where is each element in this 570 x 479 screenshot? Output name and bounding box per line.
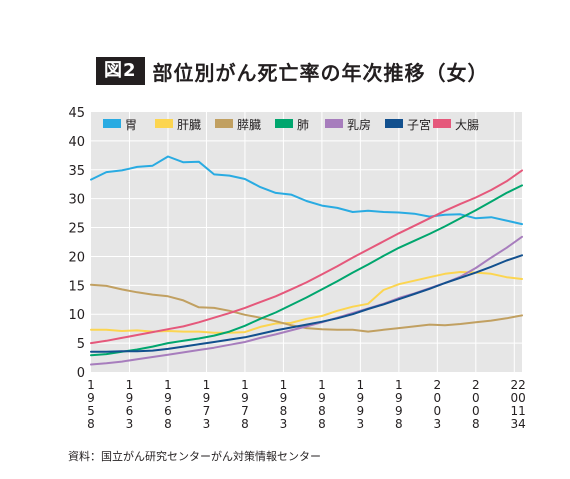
series-line-liver: [90, 271, 523, 334]
y-axis-tick-labels: 0 5 10 15 20 25 30 35 40 45: [68, 106, 85, 381]
legend-label-gastric: 胃: [125, 118, 137, 132]
legend: 胃 肝臓 膵臓 肺 乳房 子宮 大腸: [103, 117, 479, 132]
legend-swatch-lung: [275, 119, 293, 128]
y-tick-label: 45: [68, 106, 85, 121]
legend-label-breast: 乳房: [347, 117, 371, 132]
y-tick-label: 15: [68, 279, 85, 294]
legend-swatch-gastric: [103, 119, 121, 128]
chart-title: 部位別がん死亡率の年次推移（女）: [152, 60, 489, 85]
x-axis-tick-labels: 1 9 5 8 1 9 6 3 1 9 6 8 1 9 7 3 1 9 7 8 1 9 8 3 1 9 8 8 1 9 9 3 1 9 9 8 2 0 0 3…: [87, 378, 526, 431]
legend-swatch-pancreas: [215, 119, 233, 128]
plot-area: [91, 112, 522, 372]
y-tick-label: 5: [77, 337, 85, 352]
legend-label-pancreas: 膵臓: [237, 118, 261, 132]
series-line-pancreas: [90, 283, 523, 333]
series-line-lung: [90, 184, 523, 357]
series-line-gastric: [90, 155, 523, 226]
legend-swatch-colorectal: [433, 119, 451, 128]
series-line-colorectal: [90, 169, 523, 345]
legend-swatch-breast: [325, 119, 343, 128]
legend-swatch-uterus: [385, 119, 403, 128]
series-line-uterus: [90, 254, 523, 353]
y-tick-label: 40: [68, 135, 85, 150]
legend-label-lung: 肺: [297, 118, 309, 132]
y-tick-label: 30: [68, 193, 85, 208]
y-tick-label: 25: [68, 222, 85, 237]
legend-label-liver: 肝臓: [177, 118, 201, 132]
figure-header: 図2 部位別がん死亡率の年次推移（女）: [96, 57, 489, 85]
figure-number-badge: 図2: [96, 57, 145, 85]
legend-swatch-liver: [155, 119, 173, 128]
legend-label-uterus: 子宮: [407, 117, 431, 132]
series-lines: [90, 155, 523, 366]
source-note: 資料：国立がん研究センターがん対策情報センター: [68, 450, 321, 463]
y-tick-label: 20: [68, 250, 85, 265]
y-tick-label: 0: [77, 366, 85, 381]
y-tick-label: 10: [68, 308, 85, 323]
y-tick-label: 35: [68, 164, 85, 179]
legend-label-colorectal: 大腸: [455, 118, 479, 132]
